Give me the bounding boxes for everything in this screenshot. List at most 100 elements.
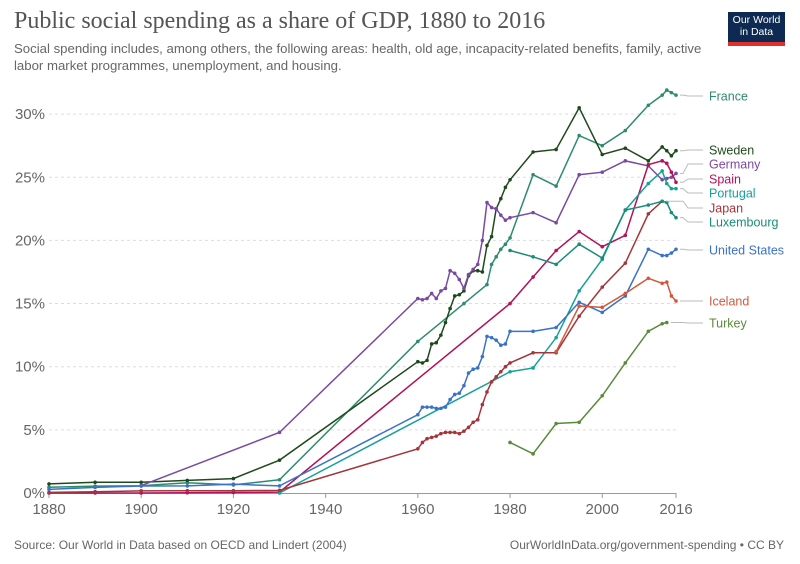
data-point-france	[646, 103, 651, 108]
data-point-germany	[457, 277, 462, 282]
series-label-iceland: Iceland	[709, 295, 749, 309]
owid-logo[interactable]: Our World in Data	[728, 12, 785, 46]
y-tick-label: 20%	[15, 232, 45, 249]
label-connector-germany	[680, 163, 703, 174]
data-point-germany	[660, 177, 664, 182]
source-note: Source: Our World in Data based on OECD …	[14, 538, 347, 552]
line-chart: 0% 5% 10% 15% 20% 25% 30% 1880 1900 1920 1940 1960 1…	[15, 88, 784, 518]
data-point-germany	[448, 268, 452, 273]
data-point-iceland	[664, 280, 669, 284]
data-point-iceland	[660, 281, 664, 286]
data-point-spain	[646, 162, 651, 167]
data-point-france	[600, 143, 605, 148]
data-point-france	[674, 93, 678, 97]
data-point-turkey	[646, 329, 651, 334]
data-point-france	[554, 184, 558, 188]
data-point-portugal	[674, 186, 678, 191]
data-point-united-states	[554, 325, 558, 330]
data-point-germany	[600, 170, 605, 174]
data-point-sweden	[93, 480, 97, 485]
data-point-japan	[47, 490, 51, 495]
data-point-sweden	[480, 270, 485, 274]
data-point-luxembourg	[674, 215, 678, 220]
data-point-sweden	[508, 177, 512, 182]
data-point-united-states	[457, 391, 462, 396]
data-point-luxembourg	[531, 255, 535, 259]
data-point-france	[577, 133, 581, 138]
data-point-united-states	[448, 397, 452, 402]
data-point-portugal	[508, 369, 512, 374]
data-point-iceland	[669, 294, 674, 298]
data-point-japan	[434, 434, 439, 438]
data-point-united-states	[420, 405, 425, 409]
data-point-luxembourg	[669, 210, 674, 215]
data-point-united-states	[480, 354, 485, 359]
series-line-germany	[140, 160, 677, 487]
data-point-germany	[531, 210, 535, 215]
x-tick-label: 1980	[493, 501, 526, 518]
data-point-sweden	[434, 340, 439, 345]
data-point-germany	[443, 286, 448, 291]
data-point-france	[485, 282, 489, 287]
data-point-japan	[93, 489, 97, 494]
data-point-japan	[485, 390, 489, 394]
source-link[interactable]: OurWorldInData.org/government-spending •…	[509, 538, 784, 552]
data-point-turkey	[660, 321, 664, 326]
series-line-iceland	[555, 277, 677, 352]
series-label-germany: Germany	[709, 158, 761, 172]
data-point-france	[669, 90, 674, 95]
data-point-sweden	[485, 243, 489, 248]
data-point-japan	[499, 369, 503, 374]
data-point-luxembourg	[508, 248, 512, 253]
data-point-japan	[452, 430, 457, 435]
y-tick-label: 25%	[15, 169, 45, 186]
x-tick-label: 1940	[309, 501, 342, 518]
data-point-sweden	[429, 342, 434, 346]
data-point-portugal	[669, 186, 674, 191]
data-point-sweden	[499, 196, 503, 201]
data-point-sweden	[577, 105, 581, 110]
data-point-sweden	[420, 361, 425, 365]
data-point-united-states	[600, 310, 605, 315]
data-point-spain	[508, 301, 512, 306]
data-point-spain	[577, 229, 581, 234]
data-point-japan	[420, 440, 425, 445]
series-label-japan: Japan	[709, 202, 743, 216]
data-point-germany	[429, 291, 434, 296]
label-connector-turkey	[670, 321, 703, 324]
data-point-united-states	[669, 251, 674, 255]
label-connector-sweden	[680, 149, 703, 152]
data-point-united-states	[489, 335, 494, 340]
data-point-iceland	[623, 291, 628, 296]
data-point-united-states	[508, 329, 512, 334]
data-point-spain	[623, 233, 628, 238]
data-point-united-states	[93, 485, 97, 490]
data-point-turkey	[664, 320, 669, 325]
series-label-spain: Spain	[709, 173, 741, 187]
data-point-united-states	[466, 371, 471, 375]
data-point-portugal	[277, 491, 282, 495]
data-point-france	[664, 88, 669, 92]
series-label-turkey: Turkey	[709, 317, 747, 331]
series-line-turkey	[509, 321, 667, 455]
data-point-united-states	[623, 294, 628, 298]
data-point-japan	[416, 446, 420, 451]
data-point-japan	[277, 488, 282, 493]
data-point-sweden	[660, 145, 664, 149]
data-point-united-states	[439, 406, 443, 411]
data-point-germany	[425, 296, 429, 301]
data-point-united-states	[185, 484, 190, 488]
data-point-japan	[577, 314, 581, 318]
data-point-turkey	[600, 393, 605, 398]
data-point-france	[660, 93, 664, 97]
data-point-germany	[489, 205, 494, 210]
series-line-portugal	[279, 169, 676, 494]
data-point-united-states	[462, 383, 466, 388]
data-point-germany	[452, 271, 457, 276]
data-point-france	[531, 172, 535, 177]
data-point-luxembourg	[646, 203, 651, 207]
data-point-spain	[531, 275, 535, 279]
data-point-japan	[531, 351, 535, 355]
data-point-united-states	[452, 392, 457, 397]
data-point-japan	[466, 425, 471, 430]
